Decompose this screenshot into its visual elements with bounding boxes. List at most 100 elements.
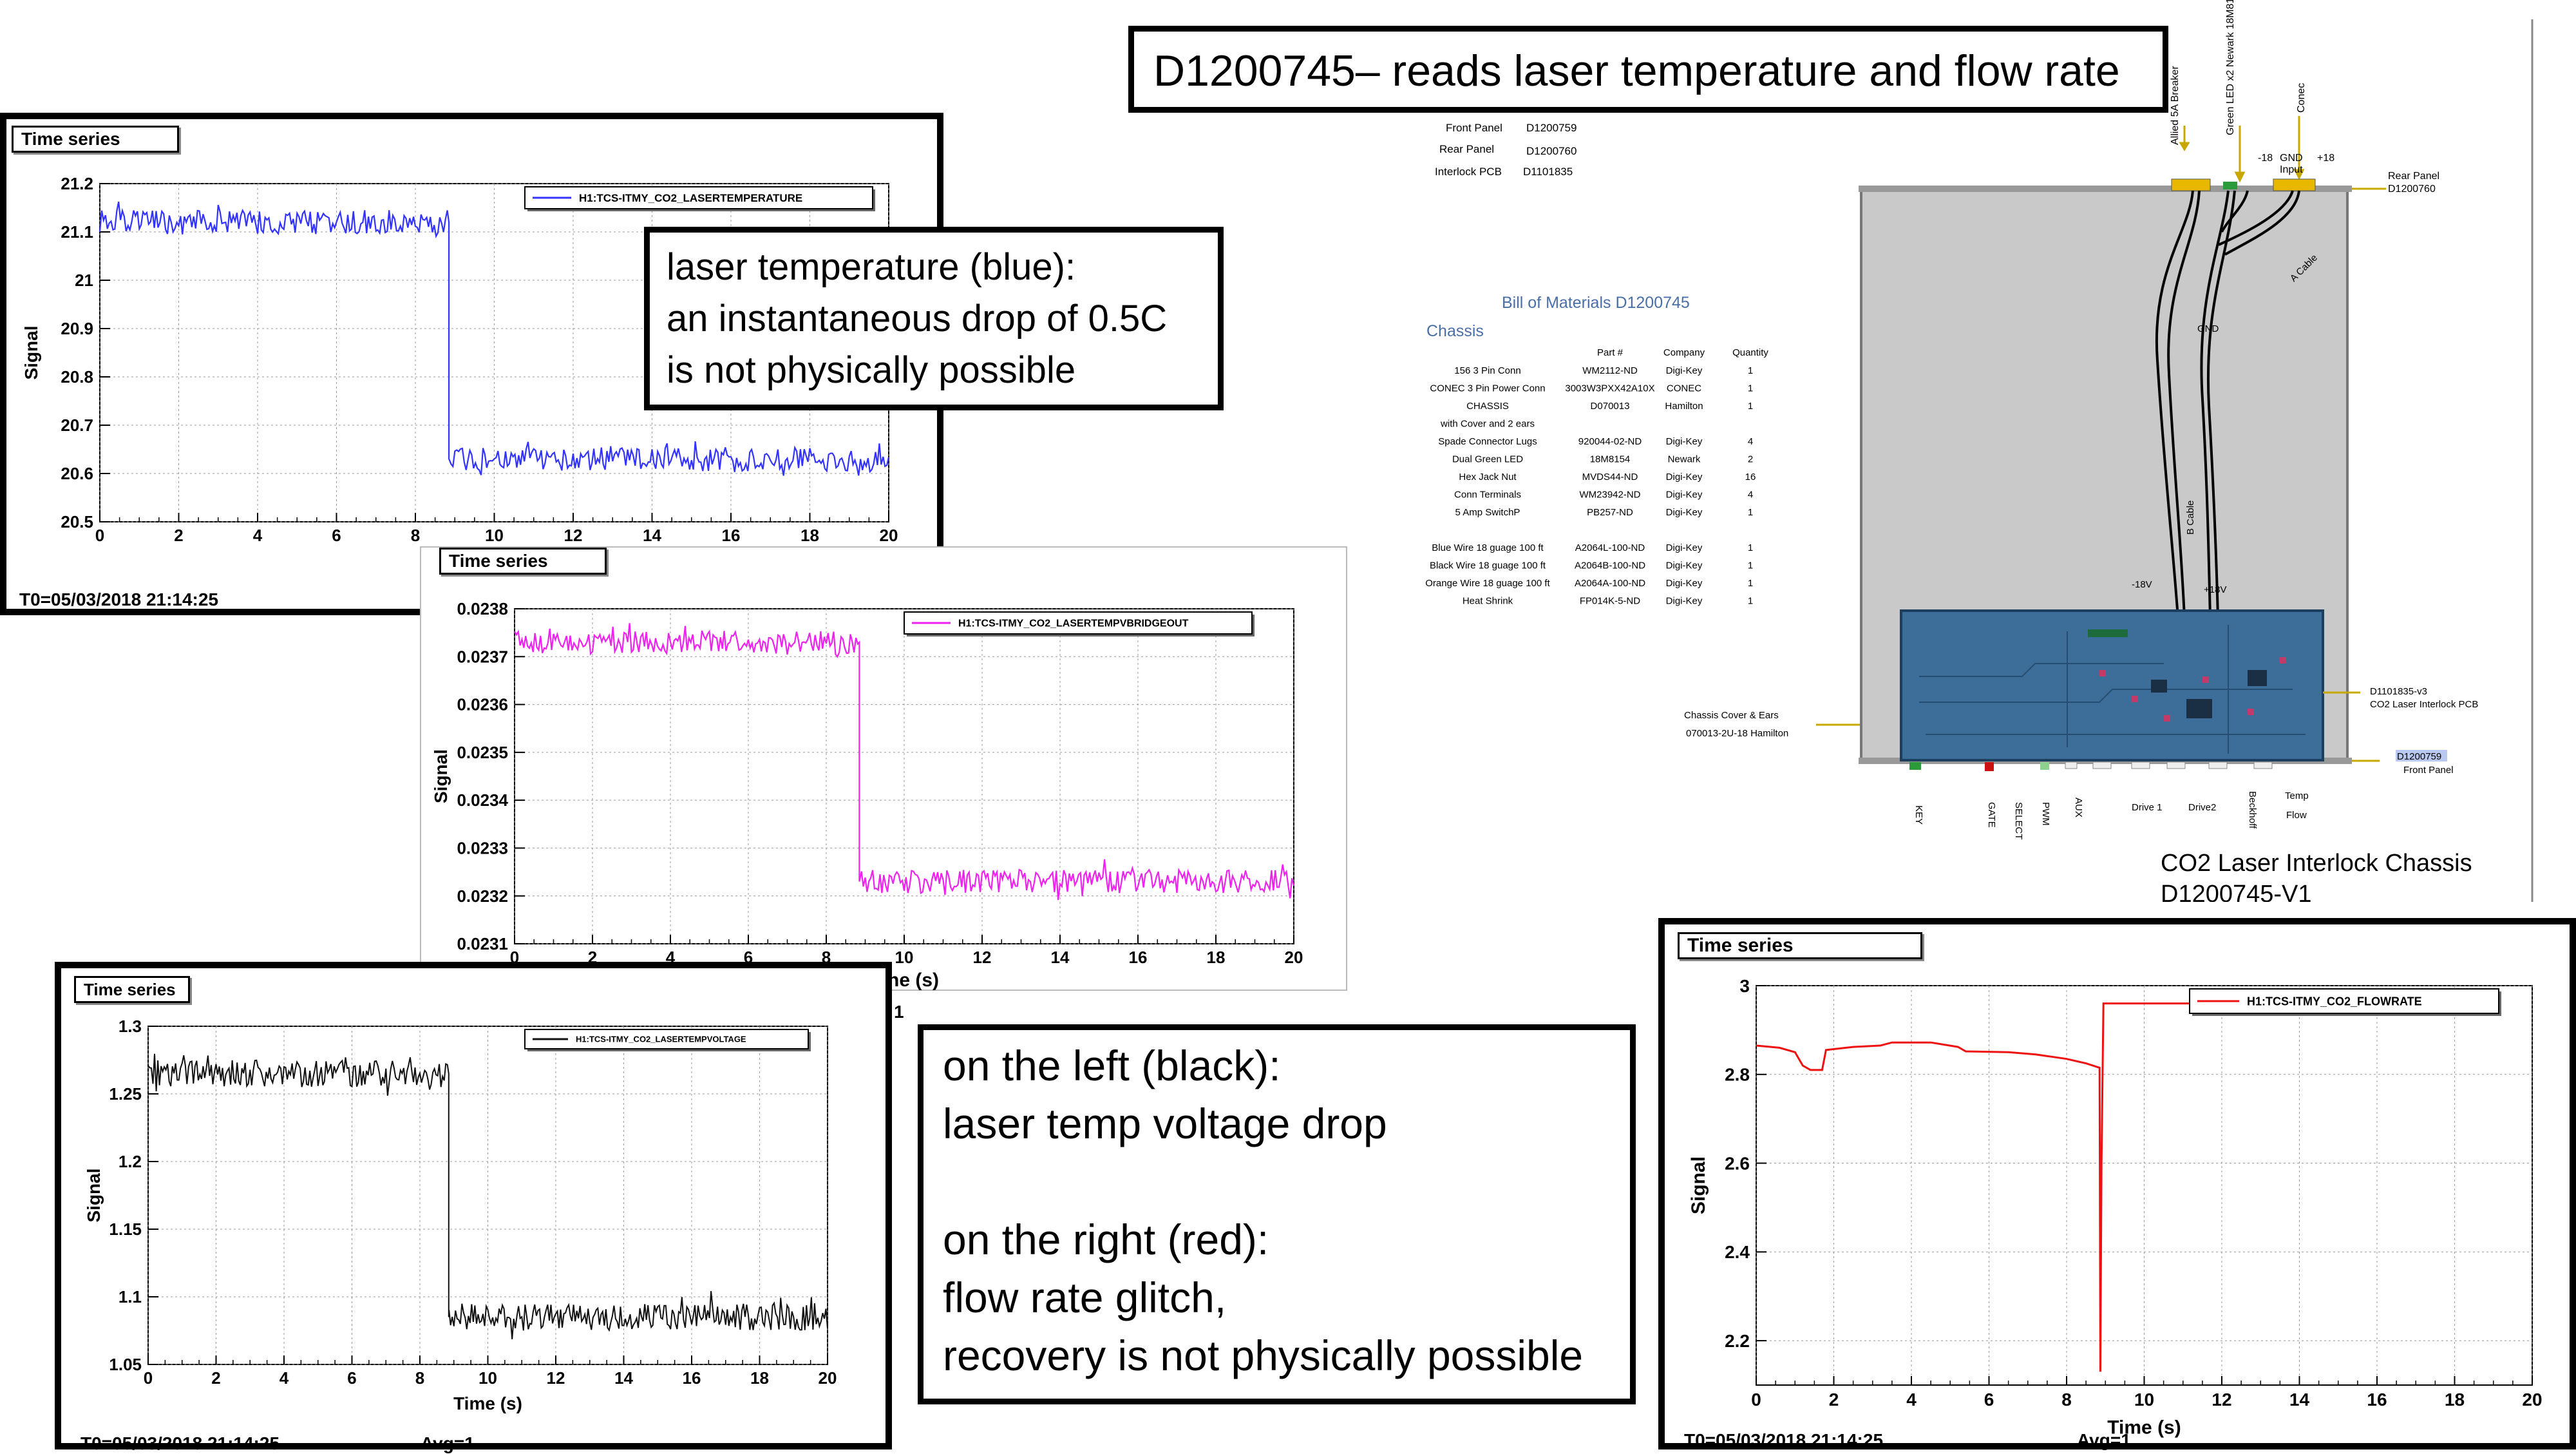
avg-label: Avg=1 (2077, 1430, 2131, 1450)
x-tick-label: 20 (2522, 1390, 2542, 1410)
legend: H1:TCS-ITMY_CO2_LASERTEMPERATURE (524, 186, 875, 211)
series-line (514, 623, 1295, 901)
x-tick-label: 2 (174, 526, 183, 545)
bom-table: Part # Company Quantity 156 3 Pin Conn WM211… (1425, 347, 1768, 607)
bom-cell: Hex Jack Nut (1459, 472, 1517, 483)
x-tick-label: 14 (614, 1368, 633, 1388)
x-tick-label: 16 (683, 1368, 701, 1388)
t0-timestamp: T0=05/03/2018 21:14:25 (19, 589, 219, 609)
bom-cell: CONEC (1667, 383, 1701, 394)
bom-cell: A2064L-100-ND (1575, 542, 1645, 553)
time-axis-partial-label: ne (s) (887, 970, 940, 991)
doc-refs: Front Panel D1200759 Rear Panel D1200760… (1435, 122, 1577, 178)
y-tick-label: 0.0231 (457, 934, 508, 953)
bom-cell: Newark (1668, 454, 1701, 465)
bom-cell: 3003W3PXX42A10X (1565, 383, 1654, 394)
y-axis-label: Signal (431, 749, 451, 803)
y-tick-label: 2.8 (1725, 1065, 1750, 1085)
bom-cell: with Cover and 2 ears (1440, 419, 1535, 430)
y-axis-label: Signal (21, 325, 41, 379)
x-tick-label: 8 (411, 526, 420, 545)
x-tick-label: 20 (1285, 948, 1303, 967)
title-box: D1200745– reads laser temperature and fl… (1128, 26, 2168, 113)
plot-frame (147, 1026, 828, 1365)
front-panel-doc: D1200759 (2397, 751, 2441, 762)
series-line (99, 201, 890, 476)
y-tick-label: 0.0234 (457, 790, 508, 810)
y-tick-label: 3 (1739, 976, 1750, 996)
x-tick-label: 0 (95, 526, 104, 545)
y-tick-label: 21.1 (61, 222, 93, 242)
bom-cell: Digi-Key (1666, 472, 1703, 483)
bom-title: Bill of Materials D1200745 (1502, 294, 1690, 312)
power-label-pos: +18 (2317, 153, 2334, 164)
diagram-caption: CO2 Laser Interlock Chassis (2161, 850, 2472, 877)
bom-cell: Digi-Key (1666, 578, 1703, 589)
legend: H1:TCS-ITMY_CO2_LASERTEMPVBRIDGEOUT (904, 611, 1255, 636)
bom-cell: D070013 (1591, 401, 1630, 412)
bom-cell: Orange Wire 18 guage 100 ft (1425, 578, 1550, 589)
bom-cell: 1 (1748, 542, 1753, 553)
callout-line: on the right (red): (943, 1216, 1269, 1263)
x-tick-label: 4 (253, 526, 263, 545)
x-tick-label: 0 (1751, 1390, 1761, 1410)
time-series-tab[interactable]: Time series (74, 976, 190, 1003)
pcb-label-name: CO2 Laser Interlock PCB (2370, 699, 2478, 710)
front-label-aux: AUX (2073, 798, 2084, 818)
bom-cell: Spade Connector Lugs (1438, 436, 1537, 447)
callout-line: laser temp voltage drop (943, 1100, 1387, 1147)
doc-ref-label: Rear Panel (1439, 143, 1494, 155)
partial-label: 1 (894, 1002, 904, 1022)
cable-label-gnd: GND (2197, 323, 2219, 334)
bom-cell: Black Wire 18 guage 100 ft (1430, 560, 1546, 571)
x-tick-label: 10 (478, 1368, 497, 1388)
x-tick-label: 12 (547, 1368, 565, 1388)
y-tick-label: 21.2 (61, 174, 93, 193)
bom-cell: 920044-02-ND (1578, 436, 1642, 447)
y-tick-label: 20.5 (61, 512, 93, 531)
cable-label-pos18: +18V (2204, 584, 2226, 595)
x-tick-label: 18 (2445, 1390, 2465, 1410)
title-text: D1200745– reads laser temperature and fl… (1153, 46, 2120, 95)
x-tick-label: 16 (722, 526, 741, 545)
y-tick-label: 1.05 (109, 1355, 142, 1374)
y-tick-label: 20.9 (61, 319, 93, 338)
series-line (1756, 1001, 2269, 1372)
power-label-gnd: GND (2280, 153, 2303, 164)
doc-ref-value: D1200760 (1526, 145, 1577, 157)
bom-cell: CONEC 3 Pin Power Conn (1430, 383, 1545, 394)
time-series-tab[interactable]: Time series (12, 126, 179, 153)
y-tick-label: 20.6 (61, 464, 93, 483)
x-tick-label: 16 (2367, 1390, 2387, 1410)
x-axis-label: Time (s) (2107, 1417, 2181, 1439)
rear-panel-label: Rear Panel (2388, 171, 2439, 182)
bom-section: Chassis (1426, 322, 1484, 340)
bom-cell: 156 3 Pin Conn (1454, 365, 1520, 376)
time-series-tab[interactable]: Time series (439, 548, 607, 575)
y-tick-label: 1.15 (109, 1220, 142, 1239)
front-label-key: KEY (1913, 805, 1924, 825)
bom-cell: 1 (1748, 383, 1753, 394)
y-tick-label: 0.0232 (457, 886, 508, 906)
y-tick-label: 1.25 (109, 1084, 142, 1104)
t0-timestamp: T0=05/03/2018 21:14:25 (80, 1433, 280, 1453)
y-tick-label: 20.8 (61, 367, 93, 387)
cover-label: Chassis Cover & Ears (1684, 710, 1779, 721)
bom-cell: 18M8154 (1590, 454, 1631, 465)
callout-line: on the left (black): (943, 1042, 1281, 1089)
cable-label-b: B Cable (2185, 501, 2196, 535)
bom-cell: A2064A-100-ND (1575, 578, 1645, 589)
x-tick-label: 6 (332, 526, 341, 545)
pcb-label-doc: D1101835-v3 (2370, 686, 2427, 697)
bom-cell: 1 (1748, 596, 1753, 607)
bom-cell: 4 (1748, 436, 1753, 447)
x-tick-label: 18 (800, 526, 819, 545)
legend-label: H1:TCS-ITMY_CO2_FLOWRATE (2247, 995, 2422, 1008)
doc-ref-value: D1200759 (1526, 122, 1577, 134)
time-series-tab[interactable]: Time series (1678, 932, 1922, 959)
x-tick-label: 14 (2289, 1390, 2310, 1410)
bom-cell: Digi-Key (1666, 596, 1703, 607)
front-label-gate: GATE (1986, 802, 1997, 828)
x-tick-label: 12 (2211, 1390, 2231, 1410)
y-tick-label: 0.0233 (457, 839, 508, 858)
